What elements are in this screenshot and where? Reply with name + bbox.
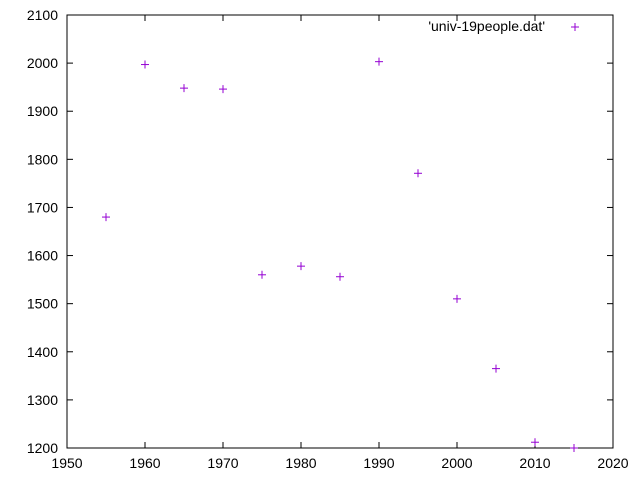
x-tick-label: 1990 [363, 455, 394, 471]
x-tick-label: 2000 [441, 455, 472, 471]
legend-label: 'univ-19people.dat' [428, 18, 545, 34]
y-tick-label: 2100 [27, 7, 58, 23]
x-tick-label: 1960 [129, 455, 160, 471]
data-point [219, 85, 227, 94]
y-tick-label: 1800 [27, 151, 58, 167]
data-point [102, 213, 110, 222]
data-point [492, 364, 500, 373]
y-tick-label: 1900 [27, 103, 58, 119]
plot-frame [66, 14, 614, 449]
x-tick-label: 2020 [597, 455, 628, 471]
y-tick-label: 2000 [27, 55, 58, 71]
x-tick-label: 2010 [519, 455, 550, 471]
data-point [297, 262, 305, 271]
y-tick-label: 1600 [27, 248, 58, 264]
legend-marker [571, 23, 579, 31]
data-point [336, 272, 344, 281]
x-tick-label: 1950 [51, 455, 82, 471]
x-tick-label: 1970 [207, 455, 238, 471]
data-point [453, 294, 461, 303]
y-tick-label: 1300 [27, 392, 58, 408]
legend-marker-plus [571, 23, 579, 31]
data-point [375, 57, 383, 66]
axis-ticks: 1950 1960 1970 1980 1990 2000 2010 2020 1200 1300… [27, 7, 629, 471]
data-point [414, 169, 422, 178]
data-point [570, 444, 578, 452]
legend: 'univ-19people.dat' [428, 18, 579, 34]
y-tick-label: 1700 [27, 199, 58, 215]
data-point [258, 270, 266, 279]
data-points [102, 57, 578, 452]
data-point [531, 438, 539, 447]
data-point [141, 60, 149, 69]
y-tick-label: 1400 [27, 344, 58, 360]
data-point [180, 84, 188, 93]
y-tick-label: 1500 [27, 296, 58, 312]
x-tick-label: 1980 [285, 455, 316, 471]
y-tick-label: 1200 [27, 440, 58, 456]
